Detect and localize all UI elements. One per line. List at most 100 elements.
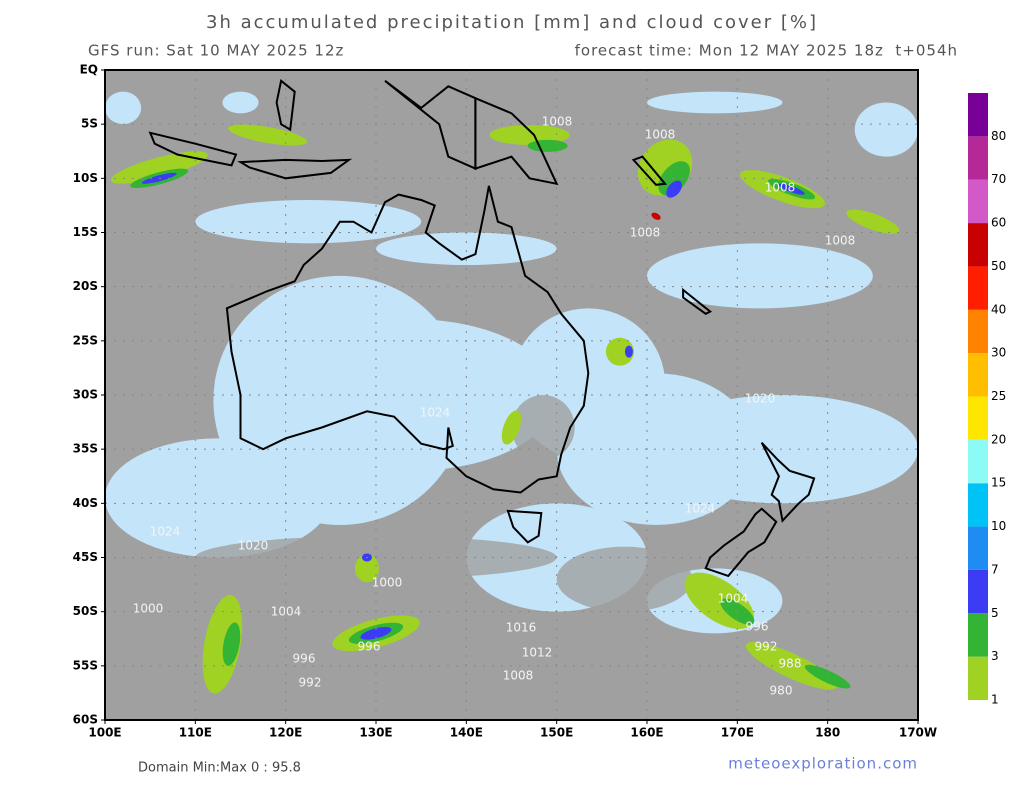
isobar-label: 996 xyxy=(293,652,316,666)
colorbar-swatch xyxy=(968,353,988,397)
colorbar-label: 60 xyxy=(991,216,1006,230)
lon-label: 170E xyxy=(721,726,754,740)
lat-label: 50S xyxy=(73,604,98,618)
lat-label: EQ xyxy=(80,63,98,77)
colorbar-label: 40 xyxy=(991,302,1006,316)
colorbar-swatch xyxy=(968,93,988,137)
isobar-label: 1004 xyxy=(271,605,302,619)
colorbar-swatch xyxy=(968,439,988,484)
colorbar-swatch xyxy=(968,569,988,614)
colorbar-label: 25 xyxy=(991,389,1006,403)
lat-label: 45S xyxy=(73,550,98,564)
map: 1008 1008 1008 1008 1008 1020 1024 1024 1024 1020… xyxy=(104,69,919,721)
isobar-label: 992 xyxy=(755,640,778,654)
colorbar-swatch xyxy=(968,613,988,657)
precip-area xyxy=(110,151,208,184)
isobar-label: 996 xyxy=(746,620,769,634)
cloud-band xyxy=(105,568,376,634)
isobar-label: 1020 xyxy=(745,392,776,406)
coastline xyxy=(682,287,713,315)
lat-label: 15S xyxy=(73,225,98,239)
isobar-label: 1012 xyxy=(522,646,553,660)
coastline xyxy=(760,442,816,523)
precip-area xyxy=(501,410,522,445)
colorbar-label: 80 xyxy=(991,129,1006,143)
colorbar-swatch xyxy=(968,483,988,527)
colorbar-swatch xyxy=(968,396,988,440)
isobar-label: 1000 xyxy=(372,576,403,590)
precip-area xyxy=(666,180,683,198)
lat-label: 35S xyxy=(73,442,98,456)
colorbar-swatch xyxy=(968,526,988,570)
isobar-label: 1008 xyxy=(503,669,534,683)
lat-label: 10S xyxy=(73,171,98,185)
run-info: GFS run: Sat 10 MAY 2025 12z xyxy=(88,42,344,60)
precip-area xyxy=(651,212,661,220)
isobar-label: 1004 xyxy=(718,592,749,606)
colorbar-swatch xyxy=(968,136,988,180)
isobar-label: 980 xyxy=(770,684,793,698)
clear-sky xyxy=(647,243,873,309)
coastline xyxy=(474,96,559,186)
lat-label: 20S xyxy=(73,279,98,293)
clear-sky xyxy=(105,438,331,558)
isobar-label: 1008 xyxy=(825,234,856,248)
clear-sky xyxy=(647,91,783,114)
colorbar-swatch xyxy=(968,223,988,267)
lat-label: 40S xyxy=(73,496,98,510)
isobar-label: 1024 xyxy=(150,525,181,539)
precip-area xyxy=(527,139,568,152)
colorbar: 1 3 5 7 10 15 20 25 30 40 50 60 70 80 xyxy=(968,93,1006,707)
colorbar-swatch xyxy=(968,179,988,224)
precip-area xyxy=(222,622,241,666)
coastline xyxy=(704,507,778,578)
colorbar-label: 50 xyxy=(991,259,1006,273)
lon-label: 120E xyxy=(269,726,302,740)
coastline xyxy=(237,158,353,180)
lon-label: 100E xyxy=(88,726,121,740)
colorbar-swatch xyxy=(968,656,988,700)
colorbar-swatch xyxy=(968,309,988,354)
clear-sky xyxy=(854,102,919,157)
colorbar-label: 1 xyxy=(991,693,999,707)
colorbar-label: 7 xyxy=(991,562,999,576)
precip-area xyxy=(846,209,900,234)
colorbar-label: 15 xyxy=(991,476,1006,490)
precip-area xyxy=(354,554,379,583)
domain-minmax: Domain Min:Max 0 : 95.8 xyxy=(138,761,301,776)
clear-sky xyxy=(195,200,422,244)
isobar-label: 1016 xyxy=(506,621,537,635)
isobar-label: 1008 xyxy=(645,128,676,142)
coastline xyxy=(225,185,590,494)
lon-label: 130E xyxy=(359,726,392,740)
precip-area xyxy=(778,183,805,195)
isobar-label: 1008 xyxy=(542,115,573,129)
cloud-band xyxy=(511,395,575,460)
lat-label: 5S xyxy=(81,117,98,131)
site-credit: meteoexploration.com xyxy=(728,755,918,773)
isobar-label: 1008 xyxy=(630,226,661,240)
coastline xyxy=(506,509,543,544)
isobar-label: 992 xyxy=(299,676,322,690)
coastline xyxy=(631,155,668,186)
isobar-label: 1008 xyxy=(765,181,796,195)
colorbar-label: 20 xyxy=(991,432,1006,446)
precip-area xyxy=(360,626,392,640)
isobar-label: 1000 xyxy=(133,602,164,616)
isobar-label: 996 xyxy=(358,640,381,654)
coastline xyxy=(275,78,296,132)
clear-sky xyxy=(105,91,142,125)
clear-sky xyxy=(222,91,259,114)
lon-label: 170W xyxy=(899,726,937,740)
title: 3h accumulated precipitation [mm] and cl… xyxy=(206,12,818,33)
precip-area xyxy=(658,161,690,196)
lat-label: 55S xyxy=(73,658,98,672)
coastline xyxy=(148,131,238,167)
isobar-label: 1024 xyxy=(420,406,451,420)
precip-area xyxy=(745,642,838,690)
colorbar-label: 10 xyxy=(991,519,1006,533)
lat-label: 60S xyxy=(73,713,98,727)
isobar-label: 988 xyxy=(779,657,802,671)
lon-label: 140E xyxy=(450,726,483,740)
lat-label: 30S xyxy=(73,388,98,402)
